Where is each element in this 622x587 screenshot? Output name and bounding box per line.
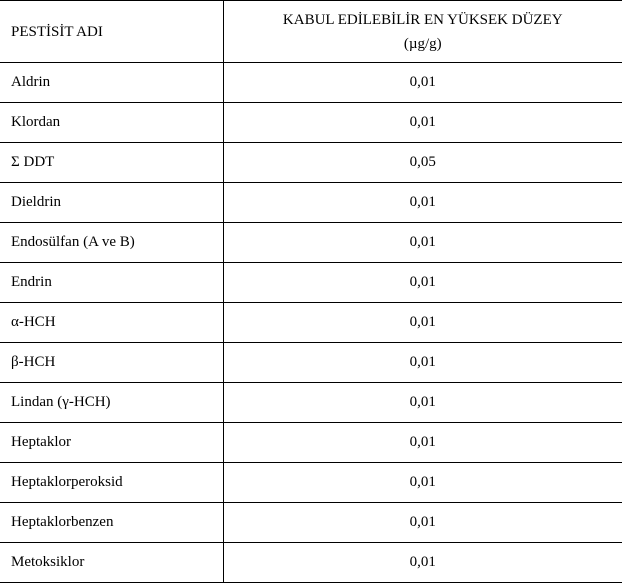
table-row: Heptaklor 0,01 <box>0 423 622 463</box>
pesticide-name-cell: Aldrin <box>0 63 223 103</box>
pesticide-name-cell: α-HCH <box>0 303 223 343</box>
table-header-row: PESTİSİT ADI KABUL EDİLEBİLİR EN YÜKSEK … <box>0 1 622 63</box>
pesticide-value-cell: 0,01 <box>223 383 622 423</box>
pesticide-value-cell: 0,01 <box>223 183 622 223</box>
table-row: Lindan (γ-HCH) 0,01 <box>0 383 622 423</box>
pesticide-value-cell: 0,01 <box>223 423 622 463</box>
pesticide-value-cell: 0,01 <box>223 223 622 263</box>
table-row: Endosülfan (A ve B) 0,01 <box>0 223 622 263</box>
pesticide-value-cell: 0,01 <box>223 543 622 583</box>
pesticide-name-cell: Endrin <box>0 263 223 303</box>
pesticide-name-cell: Klordan <box>0 103 223 143</box>
pesticide-value-cell: 0,01 <box>223 63 622 103</box>
pesticide-limits-table: PESTİSİT ADI KABUL EDİLEBİLİR EN YÜKSEK … <box>0 0 622 583</box>
header-text-line2: (µg/g) <box>224 32 622 56</box>
pesticide-name-cell: Heptaklorbenzen <box>0 503 223 543</box>
pesticide-value-cell: 0,01 <box>223 103 622 143</box>
table-row: Klordan 0,01 <box>0 103 622 143</box>
table-row: Heptaklorperoksid 0,01 <box>0 463 622 503</box>
table-row: Σ DDT 0,05 <box>0 143 622 183</box>
table-row: Endrin 0,01 <box>0 263 622 303</box>
column-header-max-level: KABUL EDİLEBİLİR EN YÜKSEK DÜZEY (µg/g) <box>223 1 622 63</box>
header-text: PESTİSİT ADI <box>11 20 223 44</box>
table-row: Heptaklorbenzen 0,01 <box>0 503 622 543</box>
pesticide-value-cell: 0,01 <box>223 463 622 503</box>
table-body: Aldrin 0,01 Klordan 0,01 Σ DDT 0,05 Diel… <box>0 63 622 583</box>
table-row: Dieldrin 0,01 <box>0 183 622 223</box>
header-text-line1: KABUL EDİLEBİLİR EN YÜKSEK DÜZEY <box>224 8 622 32</box>
pesticide-value-cell: 0,01 <box>223 343 622 383</box>
table-row: Aldrin 0,01 <box>0 63 622 103</box>
table-row: β-HCH 0,01 <box>0 343 622 383</box>
pesticide-name-cell: Dieldrin <box>0 183 223 223</box>
table-row: Metoksiklor 0,01 <box>0 543 622 583</box>
pesticide-name-cell: Metoksiklor <box>0 543 223 583</box>
pesticide-value-cell: 0,01 <box>223 303 622 343</box>
pesticide-value-cell: 0,01 <box>223 263 622 303</box>
pesticide-name-cell: β-HCH <box>0 343 223 383</box>
pesticide-name-cell: Heptaklorperoksid <box>0 463 223 503</box>
pesticide-value-cell: 0,01 <box>223 503 622 543</box>
pesticide-name-cell: Endosülfan (A ve B) <box>0 223 223 263</box>
pesticide-name-cell: Σ DDT <box>0 143 223 183</box>
column-header-pesticide-name: PESTİSİT ADI <box>0 1 223 63</box>
pesticide-name-cell: Lindan (γ-HCH) <box>0 383 223 423</box>
pesticide-name-cell: Heptaklor <box>0 423 223 463</box>
pesticide-value-cell: 0,05 <box>223 143 622 183</box>
table-row: α-HCH 0,01 <box>0 303 622 343</box>
